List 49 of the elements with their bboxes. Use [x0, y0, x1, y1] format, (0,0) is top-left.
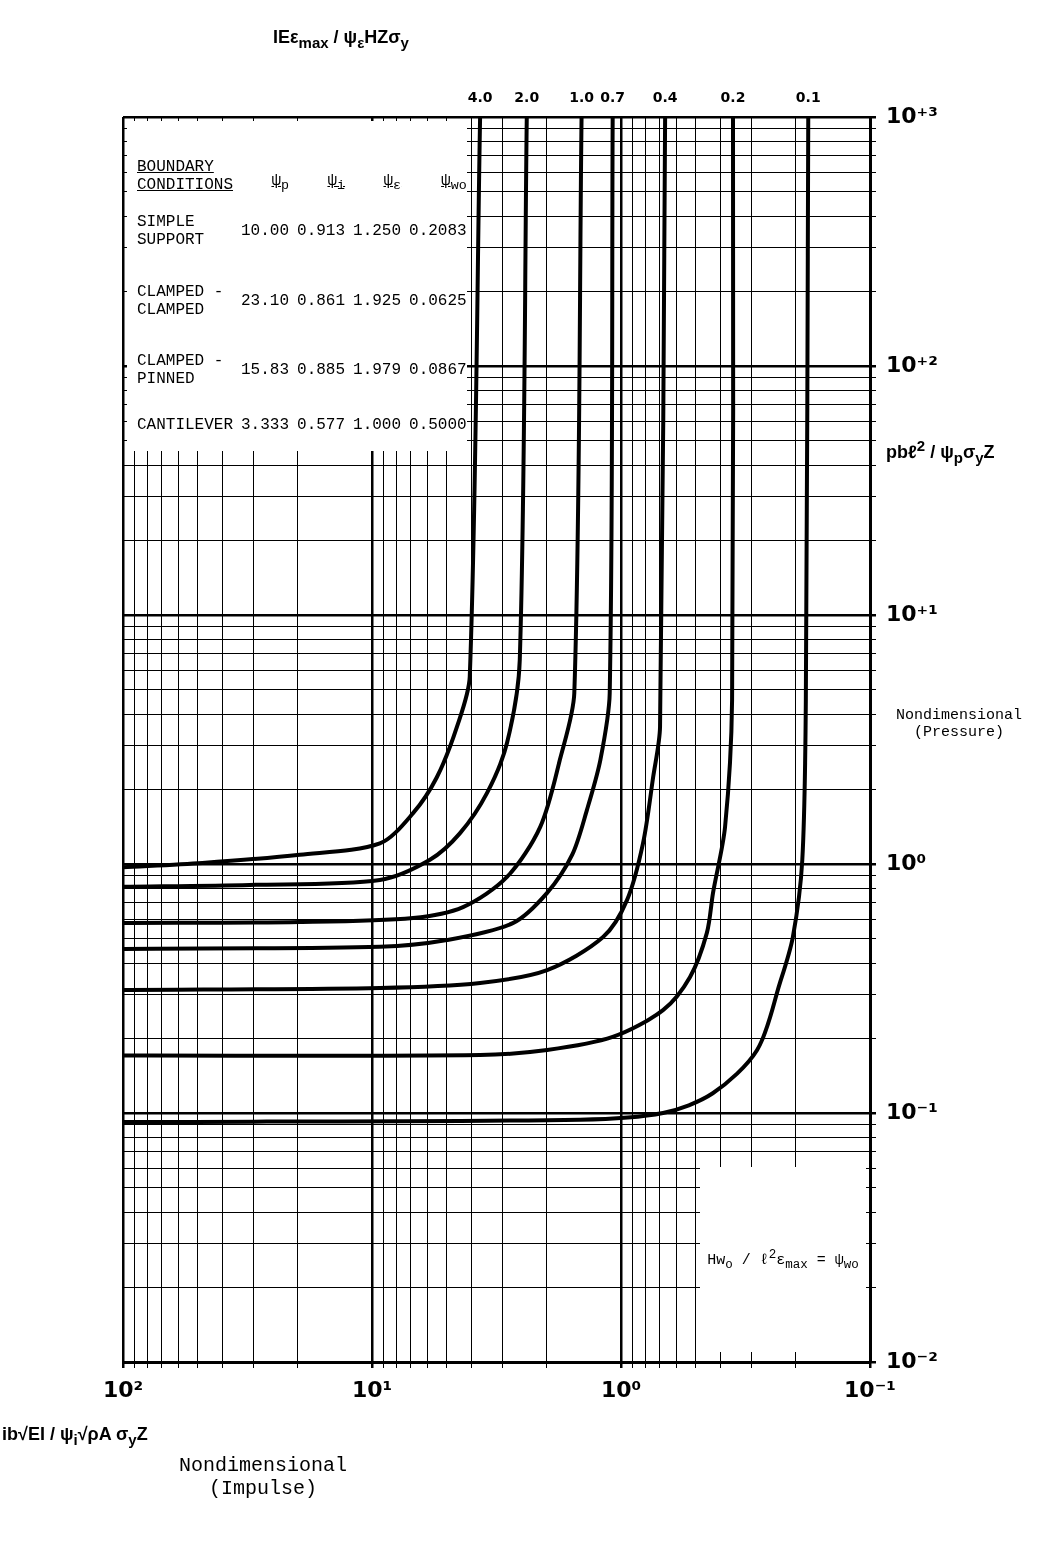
annotation: 1.925	[352, 290, 403, 312]
y-tick-label: 10⁻¹	[886, 1098, 938, 1124]
x-tick-label: 10⁻¹	[844, 1376, 896, 1402]
y-tick-label: 10⁺²	[886, 351, 938, 377]
annotation: CLAMPED - CLAMPED	[136, 281, 225, 321]
annotation: 1.979	[352, 360, 403, 382]
annotation: 0.577	[296, 415, 347, 437]
annotation: ψ$_{ε}$	[382, 171, 403, 196]
annotation: 15.83	[240, 360, 291, 382]
annotation: 1.000	[352, 415, 403, 437]
annotation: 0.885	[296, 360, 347, 382]
annotation: 0.2083	[408, 221, 468, 243]
formula-panel: Hw$_{o}$ / ℓ$^{2}$ε$_{max}$ = ψ$_{wo}$	[700, 1167, 866, 1352]
x-axis-title: Nondimensional (Impulse)	[178, 1454, 348, 1500]
x-tick-label: 10¹	[351, 1376, 393, 1402]
text: pbℓ$^{2}$ / ψ$_{p}$σ$_{y}$Z	[886, 437, 996, 466]
y-tick-label: 10⁺³	[886, 102, 938, 128]
y-axis-title: Nondimensional (Pressure)	[895, 707, 1023, 741]
annotation: 0.5000	[408, 415, 468, 437]
series-label: 0.1	[795, 88, 821, 105]
annotation: 10.00	[240, 221, 291, 243]
annotation: 0.913	[296, 221, 347, 243]
annotation: 0.0625	[408, 290, 468, 312]
series-label: 2.0	[514, 88, 540, 105]
annotation: CANTILEVER	[136, 415, 234, 437]
annotation: 0.0867	[408, 360, 468, 382]
annotation: ψ$_{i}$	[326, 171, 347, 196]
annotation: ψ$_{p}$	[270, 171, 291, 196]
series-label: 1.0	[569, 88, 595, 105]
series-label: 0.2	[720, 88, 746, 105]
annotation: 0.861	[296, 290, 347, 312]
annotation: Hw$_{o}$ / ℓ$^{2}$ε$_{max}$ = ψ$_{wo}$	[707, 1247, 859, 1272]
x-tick-label: 10⁰	[600, 1376, 642, 1402]
series-label: 4.0	[467, 88, 493, 105]
legend-title: IEε$_{max}$ / ψ$_{ε}$HZσ$_{y}$	[273, 27, 409, 51]
x-tick-label: 10²	[102, 1376, 144, 1402]
annotation: CLAMPED - PINNED	[136, 351, 225, 391]
series-label: 0.4	[652, 88, 678, 105]
annotation: BOUNDARY CONDITIONS	[136, 156, 234, 196]
annotation: 23.10	[240, 290, 291, 312]
annotation: ψ$_{wo}$	[440, 171, 468, 196]
series-label: 0.7	[600, 88, 626, 105]
annotation: 3.333	[240, 415, 291, 437]
text: ib√EI / ψ$_{i}$√ρA σ$_{y}$Z	[2, 1424, 149, 1448]
y-tick-label: 10⁻²	[886, 1347, 938, 1373]
annotation: SIMPLE SUPPORT	[136, 212, 206, 252]
y-tick-label: 10⁺¹	[886, 600, 938, 626]
annotation: 1.250	[352, 221, 403, 243]
y-tick-label: 10⁰	[886, 849, 927, 875]
